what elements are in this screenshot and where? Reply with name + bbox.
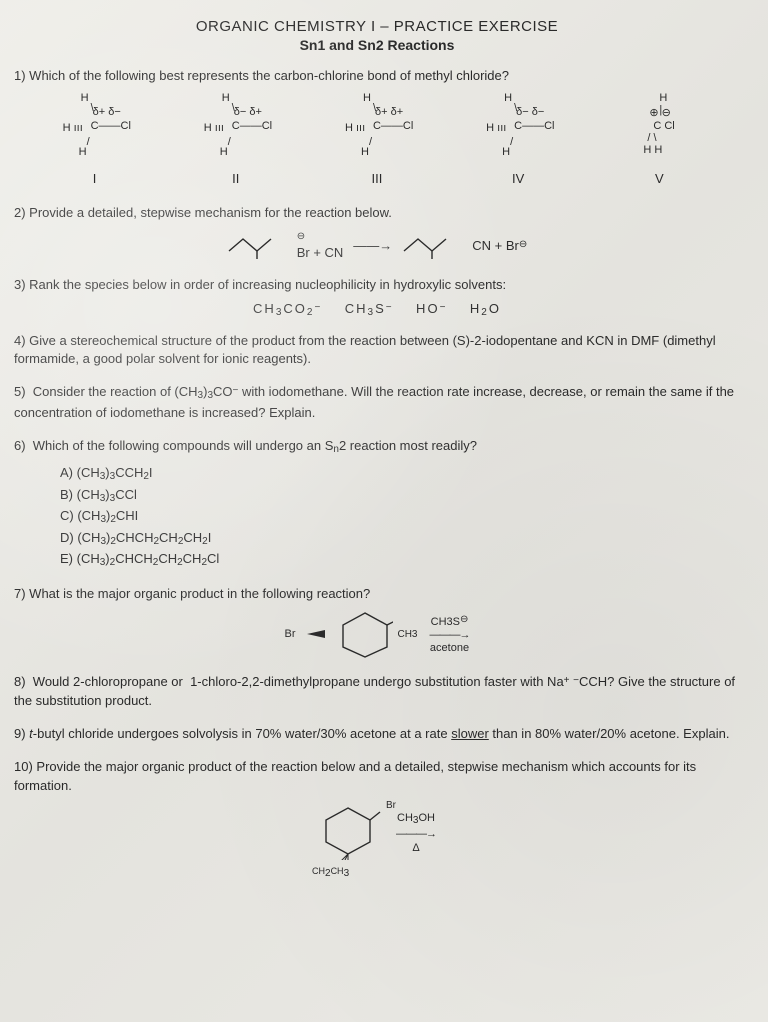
bond-bot: / (87, 136, 90, 148)
charges: δ+ δ− (93, 106, 121, 118)
h-top: H (81, 92, 89, 104)
h-left: H ııı (63, 122, 83, 134)
q7-br: Br (284, 628, 295, 640)
q7-conditions: CH3S⊖ ———→ acetone (430, 614, 470, 656)
product-skeleton (402, 229, 462, 262)
question-10: 10) Provide the major organic product of… (14, 758, 740, 796)
question-2: 2) Provide a detailed, stepwise mechanis… (14, 204, 740, 223)
question-6: 6) Which of the following compounds will… (14, 437, 740, 458)
label-5: V (599, 171, 719, 186)
question-9: 9) t-butyl chloride undergoes solvolysis… (14, 725, 740, 744)
question-5: 5) Consider the reaction of (CH3)3CO− wi… (14, 383, 740, 422)
course-title: ORGANIC CHEMISTRY I – PRACTICE EXERCISE (14, 18, 740, 35)
h-bot: H (79, 146, 87, 158)
q3-species: CH3CO2− CH3S− HO− H2O (14, 301, 740, 318)
c-cl: C——Cl (91, 120, 131, 132)
label-4: IV (458, 171, 578, 186)
wedge-icon (307, 624, 325, 644)
opt-a: A) (CH3)3CCH2I (60, 463, 740, 485)
q6-options: A) (CH3)3CCH2I B) (CH3)3CCl C) (CH3)2CHI… (60, 463, 740, 571)
opt-e: E) (CH3)2CHCH2CH2CH2Cl (60, 549, 740, 571)
label-1: I (35, 171, 155, 186)
mol-5: H | ⊕ ⊖ C Cl / \ H H V (599, 92, 719, 170)
q1-diagrams: H \ δ+ δ− H ııı C——Cl / H I H \ δ− δ+ H … (24, 92, 730, 170)
label-2: II (176, 171, 296, 186)
worksheet-page: ORGANIC CHEMISTRY I – PRACTICE EXERCISE … (0, 0, 768, 1022)
q7-ch3: CH3 (397, 629, 417, 640)
question-3: 3) Rank the species below in order of in… (14, 276, 740, 295)
cyclohexane-br-icon (318, 802, 382, 860)
label-3: III (317, 171, 437, 186)
header: ORGANIC CHEMISTRY I – PRACTICE EXERCISE … (14, 18, 740, 53)
opt-d: D) (CH3)2CHCH2CH2CH2I (60, 528, 740, 550)
mol-1: H \ δ+ δ− H ııı C——Cl / H I (35, 92, 155, 170)
q7-reaction: Br CH3 CH3S⊖ ———→ acetone (14, 609, 740, 659)
opt-c: C) (CH3)2CHI (60, 506, 740, 528)
mol-3: H \ δ+ δ+ H ııı C——Cl / H III (317, 92, 437, 170)
question-4: 4) Give a stereochemical structure of th… (14, 332, 740, 370)
rxn-left: ⊖Br + CN (297, 230, 344, 260)
question-8: 8) Would 2-chloropropane or 1-chloro-2,2… (14, 673, 740, 711)
q10-reactant: Br CH2CH3 (318, 802, 382, 865)
opt-b: B) (CH3)3CCl (60, 485, 740, 507)
rxn-arrow: ——→ (353, 238, 392, 253)
q2-reaction: ⊖Br + CN ——→ CN + Br⊖ (14, 229, 740, 262)
question-7: 7) What is the major organic product in … (14, 585, 740, 604)
q10-reaction: Br CH2CH3 CH3OH ———→ Δ (14, 802, 740, 865)
question-1: 1) Which of the following best represent… (14, 67, 740, 86)
reactant-skeleton (227, 229, 287, 262)
mol-2: H \ δ− δ+ H ııı C——Cl / H II (176, 92, 296, 170)
rxn-right: CN + Br⊖ (472, 238, 527, 253)
cyclohexane-icon (337, 609, 393, 659)
q10-conditions: CH3OH ———→ Δ (396, 811, 436, 856)
topic-subtitle: Sn1 and Sn2 Reactions (14, 37, 740, 53)
mol-4: H \ δ− δ− H ııı C——Cl / H IV (458, 92, 578, 170)
